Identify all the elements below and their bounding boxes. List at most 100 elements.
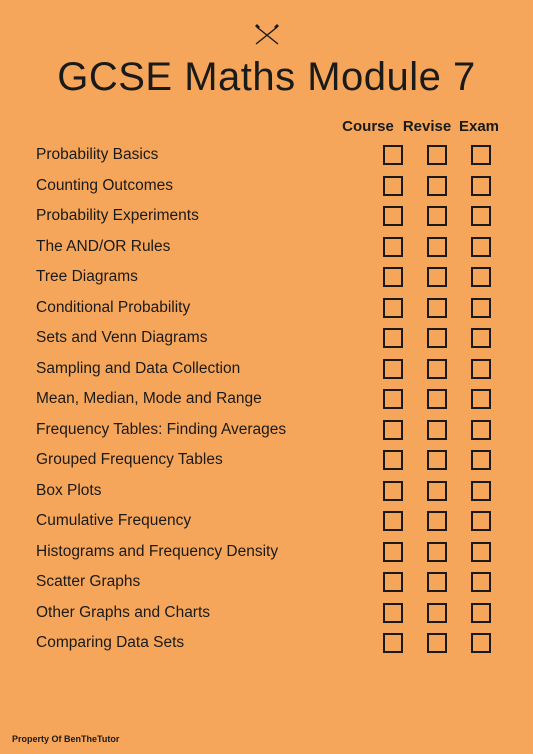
checkbox-exam[interactable] [471,237,491,257]
topic-row: Frequency Tables: Finding Averages [28,420,505,440]
checkbox-revise[interactable] [427,206,447,226]
checkbox-group [383,359,505,379]
topic-label: Cumulative Frequency [36,512,383,530]
checkbox-revise[interactable] [427,450,447,470]
checkbox-group [383,237,505,257]
topic-row: Sampling and Data Collection [28,359,505,379]
topic-row: Sets and Venn Diagrams [28,328,505,348]
checkbox-exam[interactable] [471,511,491,531]
checkbox-revise[interactable] [427,633,447,653]
topic-row: Conditional Probability [28,298,505,318]
checkbox-group [383,511,505,531]
checkbox-revise[interactable] [427,176,447,196]
topic-row: Comparing Data Sets [28,633,505,653]
topic-label: Sampling and Data Collection [36,360,383,378]
checkbox-revise[interactable] [427,420,447,440]
checkbox-group [383,633,505,653]
topic-label: Conditional Probability [36,299,383,317]
checkbox-revise[interactable] [427,328,447,348]
column-headers: Course Revise Exam [28,118,505,135]
topic-row: Grouped Frequency Tables [28,450,505,470]
checkbox-group [383,542,505,562]
checkbox-revise[interactable] [427,298,447,318]
checkbox-course[interactable] [383,328,403,348]
checkbox-exam[interactable] [471,176,491,196]
topics-list: Probability Basics Counting Outcomes Proba… [28,145,505,653]
checkbox-revise[interactable] [427,389,447,409]
checkbox-group [383,572,505,592]
topic-label: Histograms and Frequency Density [36,543,383,561]
checkbox-exam[interactable] [471,206,491,226]
checkbox-exam[interactable] [471,481,491,501]
topic-row: Other Graphs and Charts [28,603,505,623]
checkbox-course[interactable] [383,298,403,318]
checkbox-course[interactable] [383,420,403,440]
checkbox-exam[interactable] [471,359,491,379]
checkbox-exam[interactable] [471,267,491,287]
checkbox-exam[interactable] [471,298,491,318]
checkbox-course[interactable] [383,572,403,592]
topic-row: The AND/OR Rules [28,237,505,257]
topic-label: Probability Experiments [36,207,383,225]
checkbox-course[interactable] [383,359,403,379]
topic-label: Sets and Venn Diagrams [36,329,383,347]
checkbox-exam[interactable] [471,328,491,348]
checkbox-course[interactable] [383,481,403,501]
checkbox-revise[interactable] [427,145,447,165]
topic-label: Scatter Graphs [36,573,383,591]
checkbox-exam[interactable] [471,572,491,592]
topic-row: Box Plots [28,481,505,501]
header-course: Course [337,118,399,135]
topic-label: Counting Outcomes [36,177,383,195]
checkbox-course[interactable] [383,145,403,165]
checkbox-course[interactable] [383,450,403,470]
checkbox-group [383,145,505,165]
header-exam: Exam [455,118,503,135]
page-title: GCSE Maths Module 7 [28,55,505,100]
topic-row: Tree Diagrams [28,267,505,287]
checkbox-course[interactable] [383,511,403,531]
checkbox-exam[interactable] [471,633,491,653]
checkbox-group [383,176,505,196]
checkbox-group [383,328,505,348]
checkbox-revise[interactable] [427,481,447,501]
checkbox-exam[interactable] [471,450,491,470]
checkbox-course[interactable] [383,633,403,653]
checkbox-group [383,450,505,470]
checkbox-exam[interactable] [471,389,491,409]
checkbox-group [383,481,505,501]
topic-row: Counting Outcomes [28,176,505,196]
checkbox-revise[interactable] [427,542,447,562]
topic-label: Probability Basics [36,146,383,164]
checkbox-course[interactable] [383,206,403,226]
checkbox-revise[interactable] [427,359,447,379]
checkbox-group [383,206,505,226]
checkbox-course[interactable] [383,542,403,562]
checkbox-course[interactable] [383,267,403,287]
topic-label: The AND/OR Rules [36,238,383,256]
checkbox-course[interactable] [383,237,403,257]
checkbox-exam[interactable] [471,145,491,165]
checkbox-course[interactable] [383,389,403,409]
checkbox-revise[interactable] [427,237,447,257]
pencils-icon [28,24,505,53]
checkbox-group [383,267,505,287]
checkbox-exam[interactable] [471,420,491,440]
topic-row: Mean, Median, Mode and Range [28,389,505,409]
checkbox-revise[interactable] [427,511,447,531]
topic-label: Mean, Median, Mode and Range [36,390,383,408]
topic-label: Comparing Data Sets [36,634,383,652]
checkbox-course[interactable] [383,176,403,196]
checkbox-group [383,298,505,318]
topic-row: Scatter Graphs [28,572,505,592]
checkbox-course[interactable] [383,603,403,623]
checkbox-exam[interactable] [471,542,491,562]
checkbox-revise[interactable] [427,267,447,287]
topic-row: Probability Experiments [28,206,505,226]
checkbox-revise[interactable] [427,572,447,592]
checkbox-exam[interactable] [471,603,491,623]
topic-row: Probability Basics [28,145,505,165]
checkbox-revise[interactable] [427,603,447,623]
topic-label: Grouped Frequency Tables [36,451,383,469]
topic-label: Other Graphs and Charts [36,604,383,622]
